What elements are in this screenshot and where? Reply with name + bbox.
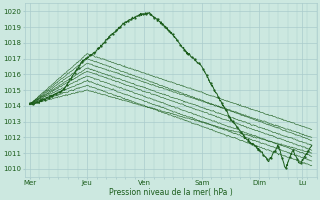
X-axis label: Pression niveau de la mer( hPa ): Pression niveau de la mer( hPa ) (109, 188, 233, 197)
